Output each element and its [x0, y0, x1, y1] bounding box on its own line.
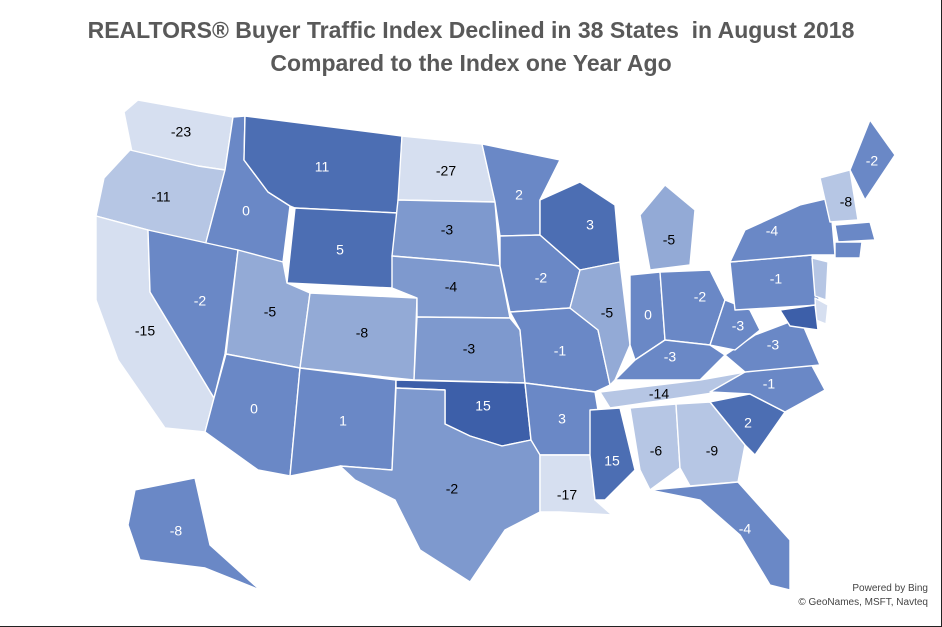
state-illinois	[569, 261, 631, 386]
state-value-kansas: -3	[463, 341, 476, 357]
state-alaska	[127, 477, 261, 591]
state-value-colorado: -8	[356, 325, 369, 341]
state-value-virginia: -3	[767, 337, 780, 353]
state-value-wyoming: 5	[336, 242, 344, 258]
state-value-mississippi: 15	[604, 453, 620, 469]
state-value-arizona: 0	[250, 401, 258, 417]
state-value-oregon: -11	[151, 189, 170, 205]
state-value-south-carolina: 2	[744, 415, 752, 431]
state-value-alabama: -6	[650, 443, 663, 459]
state-florida	[649, 481, 791, 591]
state-south-carolina	[709, 393, 786, 456]
state-value-kentucky: -3	[664, 349, 677, 365]
state-value-arkansas: 3	[558, 411, 566, 427]
state-value-nevada: -2	[194, 293, 207, 309]
state-maine	[849, 119, 896, 201]
state-value-maine: -2	[866, 153, 879, 169]
map-title: REALTORS® Buyer Traffic Index Declined i…	[0, 14, 942, 80]
state-connecticut	[834, 241, 863, 259]
state-value-oklahoma: 15	[475, 398, 491, 414]
state-massachusetts	[834, 221, 876, 243]
state-value-new-york: -4	[766, 223, 779, 239]
state-value-indiana: 0	[644, 307, 652, 323]
state-value-montana: 11	[315, 159, 330, 175]
state-value-labels: -23-11-150-2115-50-81-27-3-4-315-22-2-13…	[135, 124, 879, 539]
powered-by-credit: Powered by Bing	[852, 583, 928, 594]
state-value-florida: -4	[739, 521, 752, 537]
state-michigan	[639, 184, 696, 271]
state-value-nebraska: -4	[445, 279, 458, 295]
state-value-idaho: 0	[242, 203, 250, 219]
state-shapes	[95, 99, 896, 591]
state-alabama	[629, 403, 681, 491]
state-value-texas: -2	[446, 481, 459, 497]
state-value-south-dakota: -3	[441, 222, 454, 238]
state-value-ohio: -2	[694, 289, 707, 305]
state-value-louisiana: -17	[557, 487, 577, 503]
title-line-1: REALTORS® Buyer Traffic Index Declined i…	[87, 17, 855, 43]
state-value-vermont-new-hampshire: -8	[840, 194, 853, 210]
data-source-credit: © GeoNames, MSFT, Navteq	[798, 597, 928, 608]
state-value-pennsylvania: -1	[770, 271, 783, 287]
title-line-2: Compared to the Index one Year Ago	[270, 50, 672, 76]
state-vermont-new-hampshire	[819, 169, 859, 223]
state-west-virginia	[709, 299, 761, 351]
state-value-georgia: -9	[706, 443, 719, 459]
state-value-illinois: -5	[601, 305, 614, 321]
state-texas	[339, 387, 541, 583]
state-value-iowa: -2	[535, 270, 548, 286]
state-mississippi	[589, 407, 636, 501]
state-value-washington: -23	[171, 124, 191, 140]
state-value-utah: -5	[264, 304, 277, 320]
state-value-michigan: -5	[663, 232, 676, 248]
state-value-alaska: -8	[170, 523, 183, 539]
state-value-north-dakota: -27	[436, 163, 456, 179]
state-new-york	[729, 197, 836, 263]
state-value-wisconsin: 3	[586, 217, 594, 233]
state-value-new-mexico: 1	[339, 413, 347, 429]
state-value-west-virginia: -3	[732, 318, 745, 334]
state-value-california: -15	[135, 323, 155, 339]
state-maryland	[779, 304, 819, 331]
state-value-north-carolina: -1	[763, 376, 776, 392]
state-value-minnesota: 2	[515, 187, 523, 203]
state-value-missouri: -1	[554, 343, 567, 359]
state-new-jersey	[811, 257, 829, 301]
state-value-tennessee: -14	[649, 386, 669, 402]
